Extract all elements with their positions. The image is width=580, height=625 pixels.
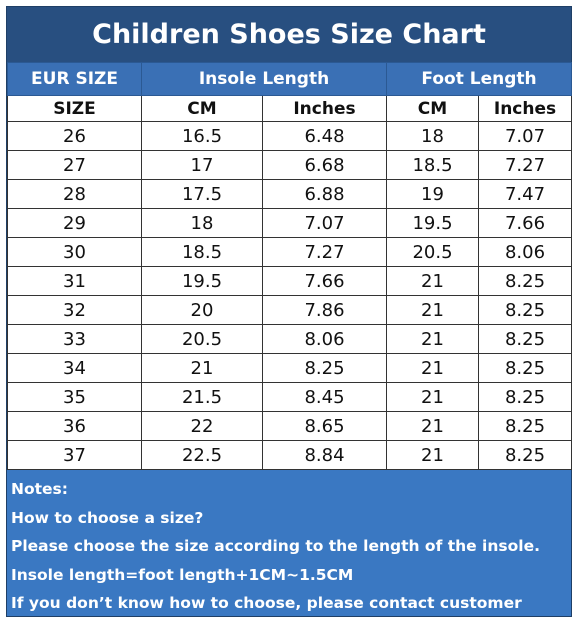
insole-cm-cell: 18 xyxy=(141,208,263,238)
insole-cm-cell: 20.5 xyxy=(141,324,263,354)
foot-cm-cell: 18 xyxy=(386,121,479,151)
eur-size-cell: 28 xyxy=(7,179,142,209)
insole-cm-cell: 16.5 xyxy=(141,121,263,151)
insole-cm-cell: 22.5 xyxy=(141,440,263,470)
foot-cm-cell: 19.5 xyxy=(386,208,479,238)
foot-inches-cell: 8.25 xyxy=(477,382,573,412)
insole-cm-cell: 18.5 xyxy=(141,237,263,267)
table-row: 33 20.5 8.06 21 8.25 xyxy=(7,324,573,354)
table-row: 28 17.5 6.88 19 7.47 xyxy=(7,179,573,209)
foot-inches-cell: 8.25 xyxy=(477,266,573,296)
insole-inches-cell: 6.48 xyxy=(262,121,387,151)
insole-inches-cell: 8.65 xyxy=(262,411,387,441)
foot-cm-cell: 21 xyxy=(386,266,479,296)
table-row: 37 22.5 8.84 21 8.25 xyxy=(7,440,573,470)
insole-length-header: Insole Length xyxy=(141,62,387,96)
table-row: 35 21.5 8.45 21 8.25 xyxy=(7,382,573,412)
insole-cm-cell: 17 xyxy=(141,150,263,180)
foot-cm-cell: 20.5 xyxy=(386,237,479,267)
foot-inches-cell: 8.25 xyxy=(477,353,573,383)
note-line: Please choose the size according to the … xyxy=(11,537,540,555)
insole-cm-cell: 19.5 xyxy=(141,266,263,296)
foot-inches-cell: 7.66 xyxy=(477,208,573,238)
column-header-row: SIZE CM Inches CM Inches xyxy=(7,95,573,122)
table-row: 31 19.5 7.66 21 8.25 xyxy=(7,266,573,296)
foot-cm-cell: 21 xyxy=(386,295,479,325)
insole-cm-cell: 20 xyxy=(141,295,263,325)
eur-size-cell: 27 xyxy=(7,150,142,180)
eur-size-header: EUR SIZE xyxy=(7,62,142,96)
insole-cm-header: CM xyxy=(141,95,263,122)
foot-inches-cell: 7.47 xyxy=(477,179,573,209)
insole-inches-header: Inches xyxy=(262,95,387,122)
foot-inches-cell: 7.07 xyxy=(477,121,573,151)
foot-cm-cell: 21 xyxy=(386,353,479,383)
foot-inches-cell: 8.25 xyxy=(477,324,573,354)
eur-size-cell: 33 xyxy=(7,324,142,354)
foot-cm-cell: 21 xyxy=(386,440,479,470)
insole-inches-cell: 7.27 xyxy=(262,237,387,267)
notes-heading: Notes: xyxy=(11,480,68,498)
foot-inches-cell: 8.25 xyxy=(477,411,573,441)
notes-panel: Notes: How to choose a size? Please choose… xyxy=(7,470,571,616)
table-row: 27 17 6.68 18.5 7.27 xyxy=(7,150,573,180)
insole-inches-cell: 6.88 xyxy=(262,179,387,209)
table-row: 36 22 8.65 21 8.25 xyxy=(7,411,573,441)
foot-cm-cell: 21 xyxy=(386,324,479,354)
group-header-row: EUR SIZE Insole Length Foot Length xyxy=(7,62,573,96)
table-row: 30 18.5 7.27 20.5 8.06 xyxy=(7,237,573,267)
chart-title: Children Shoes Size Chart xyxy=(7,7,571,62)
eur-size-cell: 36 xyxy=(7,411,142,441)
insole-inches-cell: 7.66 xyxy=(262,266,387,296)
insole-cm-cell: 21.5 xyxy=(141,382,263,412)
foot-inches-cell: 8.06 xyxy=(477,237,573,267)
insole-inches-cell: 8.45 xyxy=(262,382,387,412)
insole-cm-cell: 21 xyxy=(141,353,263,383)
eur-size-cell: 35 xyxy=(7,382,142,412)
insole-inches-cell: 8.06 xyxy=(262,324,387,354)
insole-inches-cell: 8.84 xyxy=(262,440,387,470)
size-table-body: EUR SIZE Insole Length Foot Length SIZE … xyxy=(7,62,573,470)
foot-inches-cell: 8.25 xyxy=(477,440,573,470)
foot-cm-cell: 21 xyxy=(386,411,479,441)
eur-size-cell: 29 xyxy=(7,208,142,238)
foot-length-header: Foot Length xyxy=(385,62,573,96)
eur-size-cell: 26 xyxy=(7,121,142,151)
table-row: 29 18 7.07 19.5 7.66 xyxy=(7,208,573,238)
eur-size-cell: 37 xyxy=(7,440,142,470)
insole-inches-cell: 6.68 xyxy=(262,150,387,180)
size-column-header: SIZE xyxy=(7,95,142,122)
note-line: How to choose a size? xyxy=(11,508,204,527)
table-row: 34 21 8.25 21 8.25 xyxy=(7,353,573,383)
foot-cm-cell: 18.5 xyxy=(386,150,479,180)
eur-size-cell: 34 xyxy=(7,353,142,383)
insole-inches-cell: 7.86 xyxy=(262,295,387,325)
size-table: EUR SIZE Insole Length Foot Length SIZE … xyxy=(7,62,573,470)
foot-inches-cell: 8.25 xyxy=(477,295,573,325)
table-row: 32 20 7.86 21 8.25 xyxy=(7,295,573,325)
eur-size-cell: 32 xyxy=(7,295,142,325)
insole-cm-cell: 22 xyxy=(141,411,263,441)
note-line: If you don’t know how to choose, please … xyxy=(11,594,522,612)
foot-cm-cell: 19 xyxy=(386,179,479,209)
note-line: Insole length=foot length+1CM~1.5CM xyxy=(11,565,354,584)
size-chart: Children Shoes Size Chart EUR SIZE Insol… xyxy=(6,6,573,617)
foot-inches-header: Inches xyxy=(477,95,573,122)
insole-cm-cell: 17.5 xyxy=(141,179,263,209)
foot-cm-cell: 21 xyxy=(386,382,479,412)
eur-size-cell: 31 xyxy=(7,266,142,296)
foot-inches-cell: 7.27 xyxy=(477,150,573,180)
foot-cm-header: CM xyxy=(386,95,479,122)
eur-size-cell: 30 xyxy=(7,237,142,267)
table-row: 26 16.5 6.48 18 7.07 xyxy=(7,121,573,151)
insole-inches-cell: 8.25 xyxy=(262,353,387,383)
insole-inches-cell: 7.07 xyxy=(262,208,387,238)
